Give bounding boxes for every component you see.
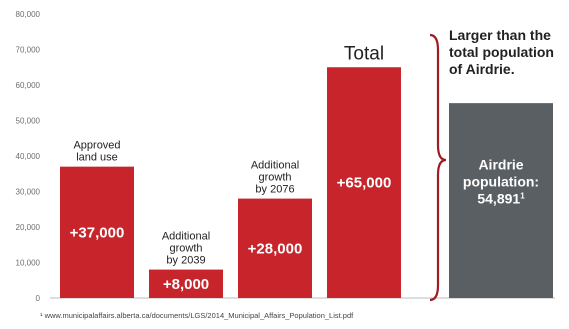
y-tick-label: 40,000 <box>16 152 41 161</box>
footnote: ¹ www.municipalaffairs.alberta.ca/docume… <box>40 311 354 320</box>
bar-category-label: growth <box>258 172 291 184</box>
y-tick-label: 10,000 <box>16 259 41 268</box>
bar <box>60 166 134 298</box>
bar <box>238 198 312 298</box>
bar-value-label: +28,000 <box>248 240 303 257</box>
bar-category-label: land use <box>76 152 118 164</box>
y-axis-ticks: 0 10,000 20,000 30,000 40,000 50,000 60,000 70,… <box>16 10 41 303</box>
bar-category-label: by 2039 <box>166 255 205 267</box>
annotation-line: of Airdrie. <box>449 61 515 77</box>
bar <box>449 103 553 298</box>
y-tick-label: 20,000 <box>16 223 41 232</box>
y-tick-label: 70,000 <box>16 46 41 55</box>
bar-category-label: Approved <box>73 140 120 152</box>
bar-value-label: +8,000 <box>163 276 209 293</box>
bar <box>149 269 223 298</box>
y-tick-label: 60,000 <box>16 81 41 90</box>
bar <box>327 67 401 298</box>
annotation-line: total population <box>449 44 554 60</box>
bar-category-label: Additional <box>251 160 299 172</box>
brace-shape <box>429 33 447 302</box>
bar-category-label: growth <box>169 243 202 255</box>
y-tick-label: 50,000 <box>16 117 41 126</box>
bar-value-label: +65,000 <box>337 175 392 192</box>
bar-value-label: Airdrie <box>478 157 523 173</box>
bar-value-label: 54,8911 <box>477 191 525 207</box>
y-tick-label: 30,000 <box>16 188 41 197</box>
bars <box>60 67 553 298</box>
bar-category-label: by 2076 <box>255 184 294 196</box>
annotation-line: Larger than the <box>449 27 551 43</box>
bar-category-label: Additional <box>162 231 210 243</box>
bar-value-label: population: <box>463 174 539 190</box>
y-tick-label: 0 <box>36 294 41 303</box>
bar-value-label: +37,000 <box>70 224 125 241</box>
y-tick-label: 80,000 <box>16 10 41 19</box>
bar-category-label: Total <box>344 43 384 64</box>
